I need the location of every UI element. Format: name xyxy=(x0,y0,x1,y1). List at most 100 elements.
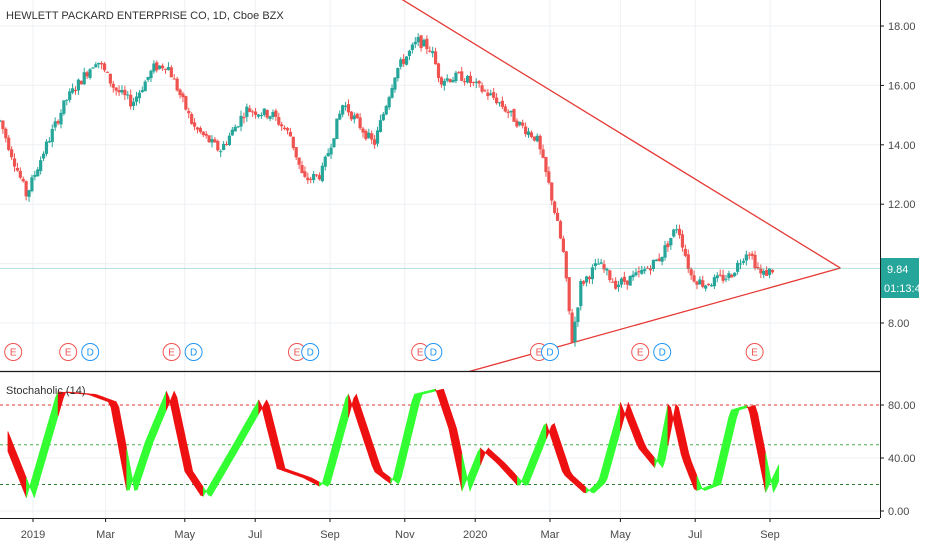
earnings-marker[interactable]: E xyxy=(162,343,181,361)
svg-text:D: D xyxy=(659,348,666,359)
trendline-1[interactable] xyxy=(387,0,841,269)
candle xyxy=(201,131,205,138)
candle xyxy=(436,62,441,83)
candle xyxy=(253,107,258,119)
candle xyxy=(741,258,746,265)
candle xyxy=(762,269,766,279)
candle xyxy=(268,115,272,122)
candle xyxy=(555,207,560,221)
time-axis[interactable]: 2019 Mar May Jul Sep Nov 2020 Mar May Jul Sep xyxy=(21,518,780,541)
candle xyxy=(657,253,661,262)
ribbon-segment xyxy=(704,486,708,491)
candle xyxy=(596,258,600,265)
candle xyxy=(378,114,383,133)
dividend-marker[interactable]: D xyxy=(301,343,320,361)
candle xyxy=(675,224,679,234)
candle xyxy=(280,121,284,131)
candle xyxy=(590,264,595,285)
candle xyxy=(698,276,702,285)
candle xyxy=(730,273,734,278)
price-tick-label: 16.00 xyxy=(888,80,916,92)
candle xyxy=(262,108,266,117)
candle xyxy=(756,262,760,270)
price-tag-value: 9.84 xyxy=(887,264,908,276)
candle xyxy=(442,78,446,91)
candle xyxy=(599,258,603,265)
candle xyxy=(381,111,385,122)
candle xyxy=(120,85,124,95)
svg-text:D: D xyxy=(190,348,197,359)
candle xyxy=(767,268,772,279)
candle xyxy=(387,95,391,110)
chart-title: HEWLETT PACKARD ENTERPRISE CO, 1D, Cboe … xyxy=(6,10,284,22)
candle xyxy=(33,170,37,181)
candle xyxy=(564,250,568,282)
dividend-marker[interactable]: D xyxy=(653,343,672,361)
candle xyxy=(39,156,43,175)
candle xyxy=(143,79,147,92)
candle xyxy=(94,62,98,68)
candle xyxy=(187,107,191,119)
candle xyxy=(73,86,78,95)
earnings-marker[interactable]: E xyxy=(4,343,23,361)
candle xyxy=(706,283,711,286)
osc-tick-label: 40.00 xyxy=(888,453,916,465)
candle xyxy=(149,69,153,83)
candle xyxy=(91,66,95,69)
candle xyxy=(434,47,438,65)
trendline-2[interactable] xyxy=(462,267,841,373)
earnings-marker[interactable]: E xyxy=(631,343,650,361)
dividend-marker[interactable]: D xyxy=(184,343,203,361)
earnings-marker[interactable]: E xyxy=(745,343,764,361)
candle xyxy=(329,143,333,160)
candle xyxy=(277,112,281,127)
candle xyxy=(448,78,452,83)
dividend-marker[interactable]: D xyxy=(81,343,100,361)
candle xyxy=(50,124,54,148)
candle xyxy=(111,80,115,93)
candle xyxy=(102,62,107,73)
candle xyxy=(399,57,403,70)
candle xyxy=(320,162,324,183)
candle xyxy=(637,266,641,278)
candle xyxy=(677,224,682,239)
candle xyxy=(370,130,374,144)
candle xyxy=(422,38,426,47)
candle xyxy=(373,135,377,149)
candle xyxy=(402,54,406,67)
svg-text:D: D xyxy=(430,348,437,359)
candle xyxy=(439,76,444,88)
ribbon-segment xyxy=(707,485,711,490)
price-axis[interactable]: 8.00 12.00 14.00 16.00 18.00 xyxy=(880,21,916,330)
candle xyxy=(10,146,14,160)
time-tick-label: Nov xyxy=(395,529,415,541)
candle xyxy=(30,174,34,193)
ribbon-segment xyxy=(427,390,431,394)
svg-text:D: D xyxy=(87,348,94,359)
price-tick-label: 12.00 xyxy=(888,199,916,211)
candle xyxy=(178,88,182,99)
dividend-marker[interactable]: D xyxy=(424,343,443,361)
candle xyxy=(137,90,141,104)
candle xyxy=(695,280,699,290)
candle xyxy=(396,67,400,82)
candle xyxy=(683,244,687,258)
oscillator-axis[interactable]: 0.00 40.00 80.00 xyxy=(880,400,916,518)
candle xyxy=(733,272,737,278)
candle xyxy=(158,65,162,70)
earnings-marker[interactable]: E xyxy=(59,343,78,361)
candle xyxy=(219,149,223,158)
candle xyxy=(561,235,565,253)
candle xyxy=(457,70,461,74)
candle xyxy=(576,306,580,327)
ribbon-segment xyxy=(94,393,98,399)
candle xyxy=(616,280,621,292)
candle xyxy=(192,118,197,131)
dividend-marker[interactable]: D xyxy=(541,343,559,361)
ribbon-segment xyxy=(709,484,714,489)
candle xyxy=(724,274,728,283)
candle xyxy=(535,133,539,143)
candle xyxy=(309,176,313,184)
candle xyxy=(184,95,188,111)
